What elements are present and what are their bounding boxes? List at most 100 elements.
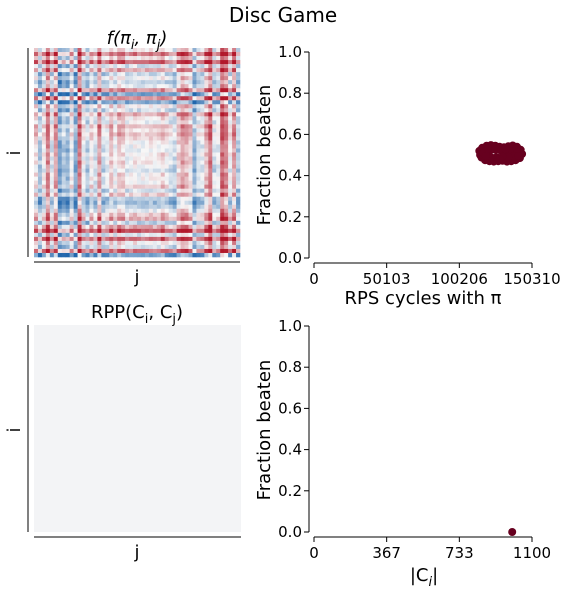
heatmap-f-cell: [228, 164, 233, 169]
heatmap-f-cell: [156, 92, 162, 97]
heatmap-f-cell: [232, 224, 237, 230]
heatmap-f-cell: [212, 60, 217, 65]
heatmap-f-cell: [81, 72, 86, 77]
heatmap-f-cell: [232, 60, 237, 65]
heatmap-f-cell: [180, 196, 185, 202]
heatmap-f-cell: [220, 152, 225, 157]
heatmap-f-cell: [224, 88, 229, 93]
heatmap-f-cell: [129, 96, 134, 101]
heatmap-f-cell: [133, 176, 138, 181]
heatmap-f-cell: [133, 108, 138, 113]
heatmap-f-cell: [65, 76, 70, 81]
heatmap-f-cell: [53, 160, 59, 165]
heatmap-f-cell: [53, 244, 59, 250]
heatmap-f-cell: [37, 252, 43, 258]
heatmap-f-cell: [133, 72, 138, 77]
heatmap-f-cell: [224, 180, 229, 185]
heatmap-f-cell: [176, 120, 181, 125]
heatmap-f-cell: [176, 252, 181, 258]
heatmap-f-cell: [220, 100, 225, 105]
heatmap-f-cell: [113, 136, 118, 141]
heatmap-f-cell: [192, 248, 197, 254]
heatmap-f-cell: [176, 72, 181, 77]
heatmap-f-cell: [81, 240, 86, 246]
heatmap-f-cell: [137, 200, 142, 206]
heatmap-f-cell: [232, 172, 237, 177]
heatmap-f-cell: [97, 128, 102, 133]
heatmap-f-cell: [172, 188, 177, 193]
heatmap-f-cell: [125, 220, 130, 226]
heatmap-f-cell: [188, 60, 193, 65]
heatmap-f-cell: [105, 120, 110, 125]
heatmap-f-cell: [188, 64, 193, 69]
heatmap-f-cell: [184, 220, 189, 226]
heatmap-f-cell: [196, 144, 201, 149]
heatmap-f-cell: [101, 56, 106, 61]
heatmap-f-cell: [129, 100, 134, 105]
heatmap-f-cell: [34, 232, 39, 238]
heatmap-f-cell: [57, 208, 63, 214]
scatter-ci-ytick-label: 0.6: [278, 399, 302, 417]
heatmap-f-cell: [236, 104, 241, 109]
heatmap-f-cell: [192, 132, 197, 137]
heatmap-f-cell: [129, 148, 134, 153]
heatmap-f-cell: [45, 128, 51, 133]
scatter-ci-ytick-label: 0.2: [278, 482, 302, 500]
heatmap-f-cell: [57, 128, 63, 133]
heatmap-f-cell: [101, 92, 106, 97]
heatmap-f-cell: [81, 188, 86, 193]
heatmap-f-cell: [65, 208, 70, 214]
heatmap-f-cell: [73, 156, 78, 161]
heatmap-f-cell: [156, 212, 162, 218]
heatmap-f-cell: [137, 76, 142, 81]
scatter-rps-point: [491, 145, 500, 154]
heatmap-f-cell: [81, 232, 86, 238]
heatmap-f-cell: [73, 224, 78, 230]
heatmap-f-cell: [53, 124, 59, 129]
heatmap-f-cell: [236, 120, 241, 125]
heatmap-f-cell: [164, 200, 169, 206]
heatmap-f-cell: [140, 232, 146, 238]
heatmap-f-cell: [184, 208, 189, 214]
heatmap-f-cell: [121, 212, 126, 218]
heatmap-f-cell: [172, 220, 177, 226]
heatmap-f-cell: [168, 212, 173, 218]
heatmap-f-cell: [49, 188, 55, 193]
heatmap-f-cell: [188, 68, 193, 73]
heatmap-f-cell: [117, 196, 122, 202]
heatmap-f-cell: [140, 184, 146, 189]
heatmap-f-cell: [34, 244, 39, 250]
heatmap-f-cell: [140, 132, 146, 137]
heatmap-f-cell: [152, 96, 158, 101]
heatmap-f-cell: [105, 124, 110, 129]
heatmap-f-cell: [160, 192, 166, 198]
heatmap-f-cell: [65, 196, 70, 202]
heatmap-f-cell: [137, 232, 142, 238]
heatmap-f-cell: [117, 136, 122, 141]
heatmap-f-cell: [140, 76, 146, 81]
heatmap-f-cell: [137, 132, 142, 137]
heatmap-f-cell: [85, 84, 90, 89]
heatmap-f-cell: [216, 244, 221, 250]
heatmap-f-cell: [45, 216, 51, 222]
heatmap-f-cell: [117, 212, 122, 218]
heatmap-f-cell: [37, 180, 43, 185]
heatmap-f-cell: [57, 148, 63, 153]
heatmap-f-cell: [41, 224, 47, 230]
heatmap-f-cell: [65, 180, 70, 185]
heatmap-f-cell: [148, 236, 154, 242]
heatmap-f-cell: [49, 240, 55, 246]
heatmap-f-cell: [85, 192, 90, 198]
heatmap-f-cell: [69, 156, 74, 161]
heatmap-f-cell: [204, 56, 209, 61]
heatmap-f-cell: [57, 48, 63, 53]
heatmap-f-cell: [105, 172, 110, 177]
heatmap-f-cell: [192, 148, 197, 153]
heatmap-f-cell: [133, 120, 138, 125]
heatmap-f-cell: [101, 52, 106, 57]
heatmap-f-cell: [89, 48, 94, 53]
heatmap-f-cell: [152, 216, 158, 222]
heatmap-f-cell: [212, 64, 217, 69]
heatmap-f-cell: [168, 76, 173, 81]
heatmap-f-cell: [34, 148, 39, 153]
